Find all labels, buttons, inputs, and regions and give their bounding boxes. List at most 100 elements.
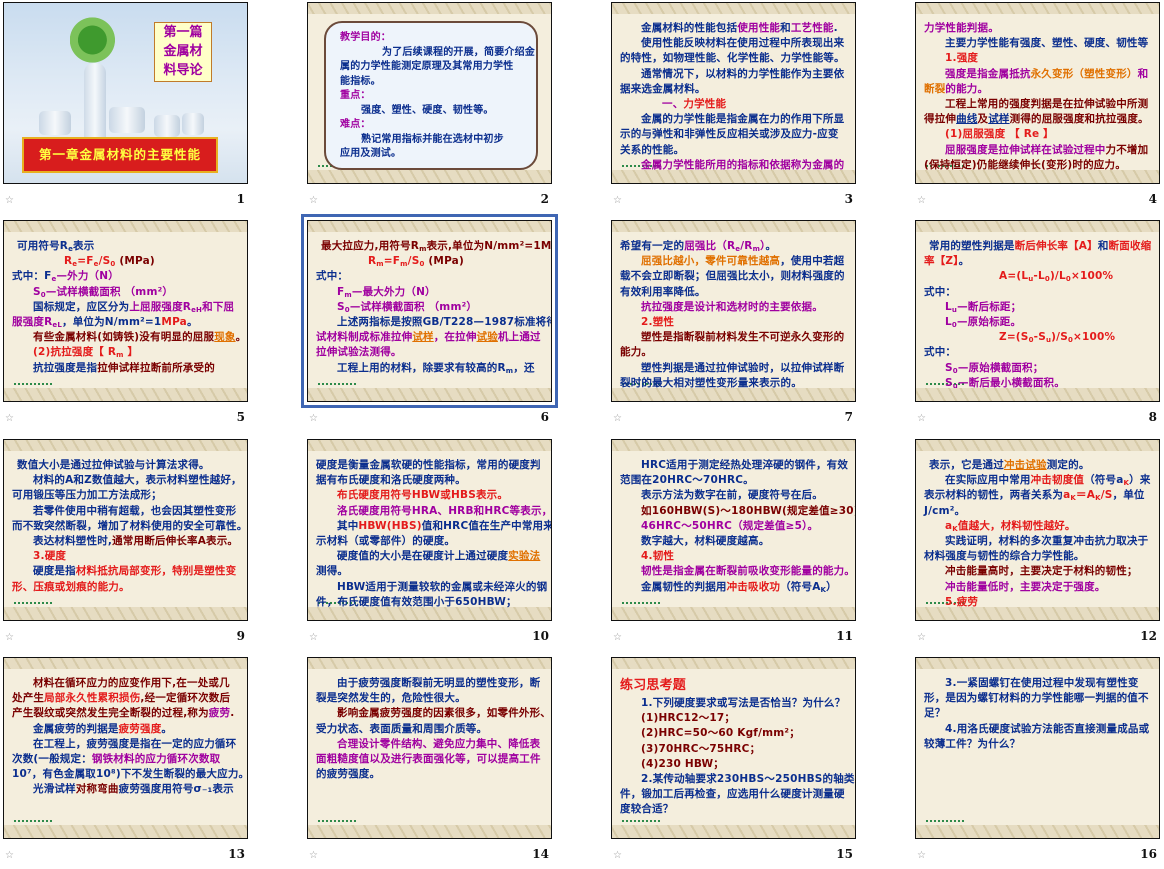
slide-preview[interactable]: 金属材料的性能包括使用性能和工艺性能. 使用性能反映材料在使用过程中所表现出来 的特… [611,2,856,184]
slide-preview[interactable]: 可用符号Re表示 Re=Fe/S0 (MPa) 式中：Fe—外力（N） S0—试样横截… [3,220,248,402]
slide-thumbnail-14[interactable]: 由于疲劳强度断裂前无明显的塑性变形，断 裂是突然发生的，危险性很大。 影响金属疲劳强… [307,657,553,869]
slide-preview[interactable]: 力学性能判据。 主要力学性能有强度、塑性、硬度、韧性等 1.强度 强度是指金属抵抗永久… [915,2,1160,184]
star-outline-icon[interactable]: ☆ [309,850,318,861]
slide-preview[interactable]: 材料在循环应力的应变作用下,在一处或几 处产生局部永久性累积损伤,经一定循环次数后… [3,657,248,839]
slide-thumbnail-4[interactable]: 力学性能判据。 主要力学性能有强度、塑性、硬度、韧性等 1.强度 强度是指金属抵抗永久… [915,2,1161,214]
section-title-box: 第一篇 金属材 料导论 [154,22,212,82]
slide-number: 13 [228,847,245,861]
text-segment: 疲劳强度用符号σ₋₁表示 [118,783,234,796]
slide-preview[interactable]: 表示，它是通过冲击试验测定的。 在实际应用中常用冲击韧度值（符号aK）来 表示材料的… [915,439,1160,621]
star-outline-icon[interactable]: ☆ [309,413,318,424]
slide-preview[interactable]: HRC适用于测定经热处理淬硬的钢件，有效 范围在20HRC～70HRC。 表示方法为… [611,439,856,621]
text-line: 硬度是指材料抵抗局部变形，特别是塑性变 [12,564,241,579]
slide-preview[interactable]: 数值大小是通过拉伸试验与计算法求得。 材料的A和Z数值越大，表示材料塑性越好， 可用… [3,439,248,621]
slide-thumbnail-9[interactable]: 数值大小是通过拉伸试验与计算法求得。 材料的A和Z数值越大，表示材料塑性越好， 可用… [3,439,249,651]
star-outline-icon[interactable]: ☆ [917,632,926,643]
slide-thumbnail-3[interactable]: 金属材料的性能包括使用性能和工艺性能. 使用性能反映材料在使用过程中所表现出来 的特… [611,2,857,214]
text-segment: 2.某传动轴要求230HBS～250HBS的轴类零 [641,773,856,786]
slide-thumbnail-13[interactable]: 材料在循环应力的应变作用下,在一处或几 处产生局部永久性累积损伤,经一定循环次数后… [3,657,249,869]
text-line: 使用性能反映材料在使用过程中所表现出来 [620,36,849,51]
star-outline-icon[interactable]: ☆ [613,413,622,424]
text-line: 熟记常用指标并能在选材中初步 [340,133,530,148]
star-outline-icon[interactable]: ☆ [309,632,318,643]
text-segment: 通常情况下，以材料的力学性能作为主要依 [641,67,845,80]
text-line: 塑性是指断裂前材料发生不可逆永久变形的 [620,330,849,345]
star-outline-icon[interactable]: ☆ [5,850,14,861]
text-segment: /S [407,255,420,268]
slide-thumbnail-10[interactable]: 硬度是衡量金属软硬的性能指标，常用的硬度判 据有布氏硬度和洛氏硬度两种。 布氏硬度用… [307,439,553,651]
text-segment: 示的与弹性和非弹性反应相关或涉及应力-应变 [620,128,839,141]
slide-thumbnail-12[interactable]: 表示，它是通过冲击试验测定的。 在实际应用中常用冲击韧度值（符号aK）来 表示材料的… [915,439,1161,651]
star-outline-icon[interactable]: ☆ [917,413,926,424]
text-segment: -L [1033,270,1045,283]
border-pattern-top [916,3,1159,14]
star-outline-icon[interactable]: ☆ [917,850,926,861]
text-line: 材料的A和Z数值越大，表示材料塑性越好， [12,473,242,488]
text-line: Z=(S0-Su)/S0×100% [924,330,1153,345]
slide-thumbnail-11[interactable]: HRC适用于测定经热处理淬硬的钢件，有效 范围在20HRC～70HRC。 表示方法为… [611,439,857,651]
text-line: 关系的性能。 [620,143,849,158]
text-line: 处产生局部永久性累积损伤,经一定循环次数后 [12,691,241,706]
text-segment: e [51,275,57,284]
slide-thumbnail-8[interactable]: 常用的塑性判据是断后伸长率【A】和断面收缩 率【Z】。 A=(Lu-L0)/L0×1… [915,220,1161,432]
text-segment: 现象 [214,331,236,344]
slide-thumbnail-5[interactable]: 可用符号Re表示 Re=Fe/S0 (MPa) 式中：Fe—外力（N） S0—试样横截… [3,220,249,432]
tableware-image [39,111,71,135]
slide-thumbnail-1[interactable]: 第一篇 金属材 料导论 第一章金属材料的主要性能 ☆ 1 [3,2,249,214]
text-line: 韧性是指金属在断裂前吸收变形能量的能力。 [620,564,855,579]
tableware-image [109,107,145,133]
text-segment: 。 [161,722,173,735]
slide-preview[interactable]: 希望有一定的屈强比（Re/Rm）。 屈强比越小，零件可靠性越高，使用中若超 载不会立… [611,220,856,402]
star-outline-icon[interactable]: ☆ [917,195,926,206]
text-segment: 拉伸试验法测得。 [316,346,402,359]
text-segment: HBW适用于测量较软的金属或未经淬火的钢 [337,580,548,593]
slide-thumbnail-15[interactable]: 练习思考题 1.下列硬度要求或写法是否恰当？为什么？ (1)HRC12～17； (2)… [611,657,857,869]
star-outline-icon[interactable]: ☆ [5,413,14,424]
slide-preview[interactable]: 最大拉应力,用符号Rm表示,单位为N/mm²=1MPa。Rm=Fm/S0 (MP… [301,214,558,408]
text-line: 46HRC～50HRC（规定差值≥5）。 [620,519,849,534]
slide-footer [318,383,356,387]
text-segment: 国标规定，应区分为 [33,300,130,313]
slide-preview[interactable]: 3.一紧固螺钉在使用过程中发现有塑性变 形，是因为螺钉材料的力学性能哪一判据的值不… [915,657,1160,839]
star-outline-icon[interactable]: ☆ [5,632,14,643]
text-segment: MPa [161,316,187,329]
slide-preview[interactable]: 硬度是衡量金属软硬的性能指标，常用的硬度判 据有布氏硬度和洛氏硬度两种。 布氏硬度用… [307,439,552,621]
text-segment: m [752,245,761,253]
slide-preview[interactable]: 教学目的： 为了后续课程的开展，简要介绍金 属的力学性能测定原理及其常用力学性 能指标… [307,2,552,184]
text-segment: Z=(S [999,331,1029,344]
text-segment: K [1095,494,1101,503]
slide-thumbnail-2[interactable]: 教学目的： 为了后续课程的开展，简要介绍金 属的力学性能测定原理及其常用力学性 能指标… [307,2,553,214]
slide-preview[interactable]: 练习思考题 1.下列硬度要求或写法是否恰当？为什么？ (1)HRC12～17； (2)… [611,657,856,839]
slide-text: 数值大小是通过拉伸试验与计算法求得。 材料的A和Z数值越大，表示材料塑性越好， 可用… [12,458,247,595]
slide-number: 1 [236,192,245,206]
text-line: 其中HBW(HBS)值和HRC值在生产中常用来表 [316,519,551,534]
slide-number: 6 [540,410,549,424]
text-line: 主要力学性能有强度、塑性、硬度、韧性等 [924,36,1153,51]
slide-preview[interactable]: 第一篇 金属材 料导论 第一章金属材料的主要性能 [3,2,248,184]
text-line: 影响金属疲劳强度的因素很多，如零件外形、 [316,706,551,721]
text-segment: e [72,260,78,269]
text-segment: 值和HRC值在生产中常用来表 [421,519,552,532]
slide-thumbnail-6[interactable]: 最大拉应力,用符号Rm表示,单位为N/mm²=1MPa。Rm=Fm/S0 (MP… [301,214,558,432]
text-segment: 表示 [73,240,95,252]
slide-text: 最大拉应力,用符号Rm表示,单位为N/mm²=1MPa。Rm=Fm/S0 (MP… [316,239,551,376]
text-segment: J/cm²。 [924,504,966,517]
slide-number: 12 [1140,629,1157,643]
slide-thumbnail-7[interactable]: 希望有一定的屈强比（Re/Rm）。 屈强比越小，零件可靠性越高，使用中若超 载不会立… [611,220,857,432]
slide-preview[interactable]: 由于疲劳强度断裂前无明显的塑性变形，断 裂是突然发生的，危险性很大。 影响金属疲劳强… [307,657,552,839]
text-line: 由于疲劳强度断裂前无明显的塑性变形，断 [316,676,545,691]
text-segment: 对称弯曲 [75,783,119,796]
text-segment: 金属力学性能所用的指标和依据称为金属的 [641,158,845,171]
star-outline-icon[interactable]: ☆ [613,195,622,206]
text-segment: 屈强比越小，零件可靠性越高 [641,255,781,268]
text-segment: 次数(一般规定： [12,753,92,766]
star-outline-icon[interactable]: ☆ [613,632,622,643]
star-outline-icon[interactable]: ☆ [613,850,622,861]
slide-preview[interactable]: 常用的塑性判据是断后伸长率【A】和断面收缩 率【Z】。 A=(Lu-L0)/L0×1… [915,220,1160,402]
text-segment: u [952,381,958,390]
star-outline-icon[interactable]: ☆ [309,195,318,206]
star-outline-icon[interactable]: ☆ [5,195,14,206]
text-segment: 材料强度与韧性的综合力学性能。 [924,550,1085,563]
border-pattern-top [4,658,247,669]
slide-thumbnail-16[interactable]: 3.一紧固螺钉在使用过程中发现有塑性变 形，是因为螺钉材料的力学性能哪一判据的值不… [915,657,1161,869]
